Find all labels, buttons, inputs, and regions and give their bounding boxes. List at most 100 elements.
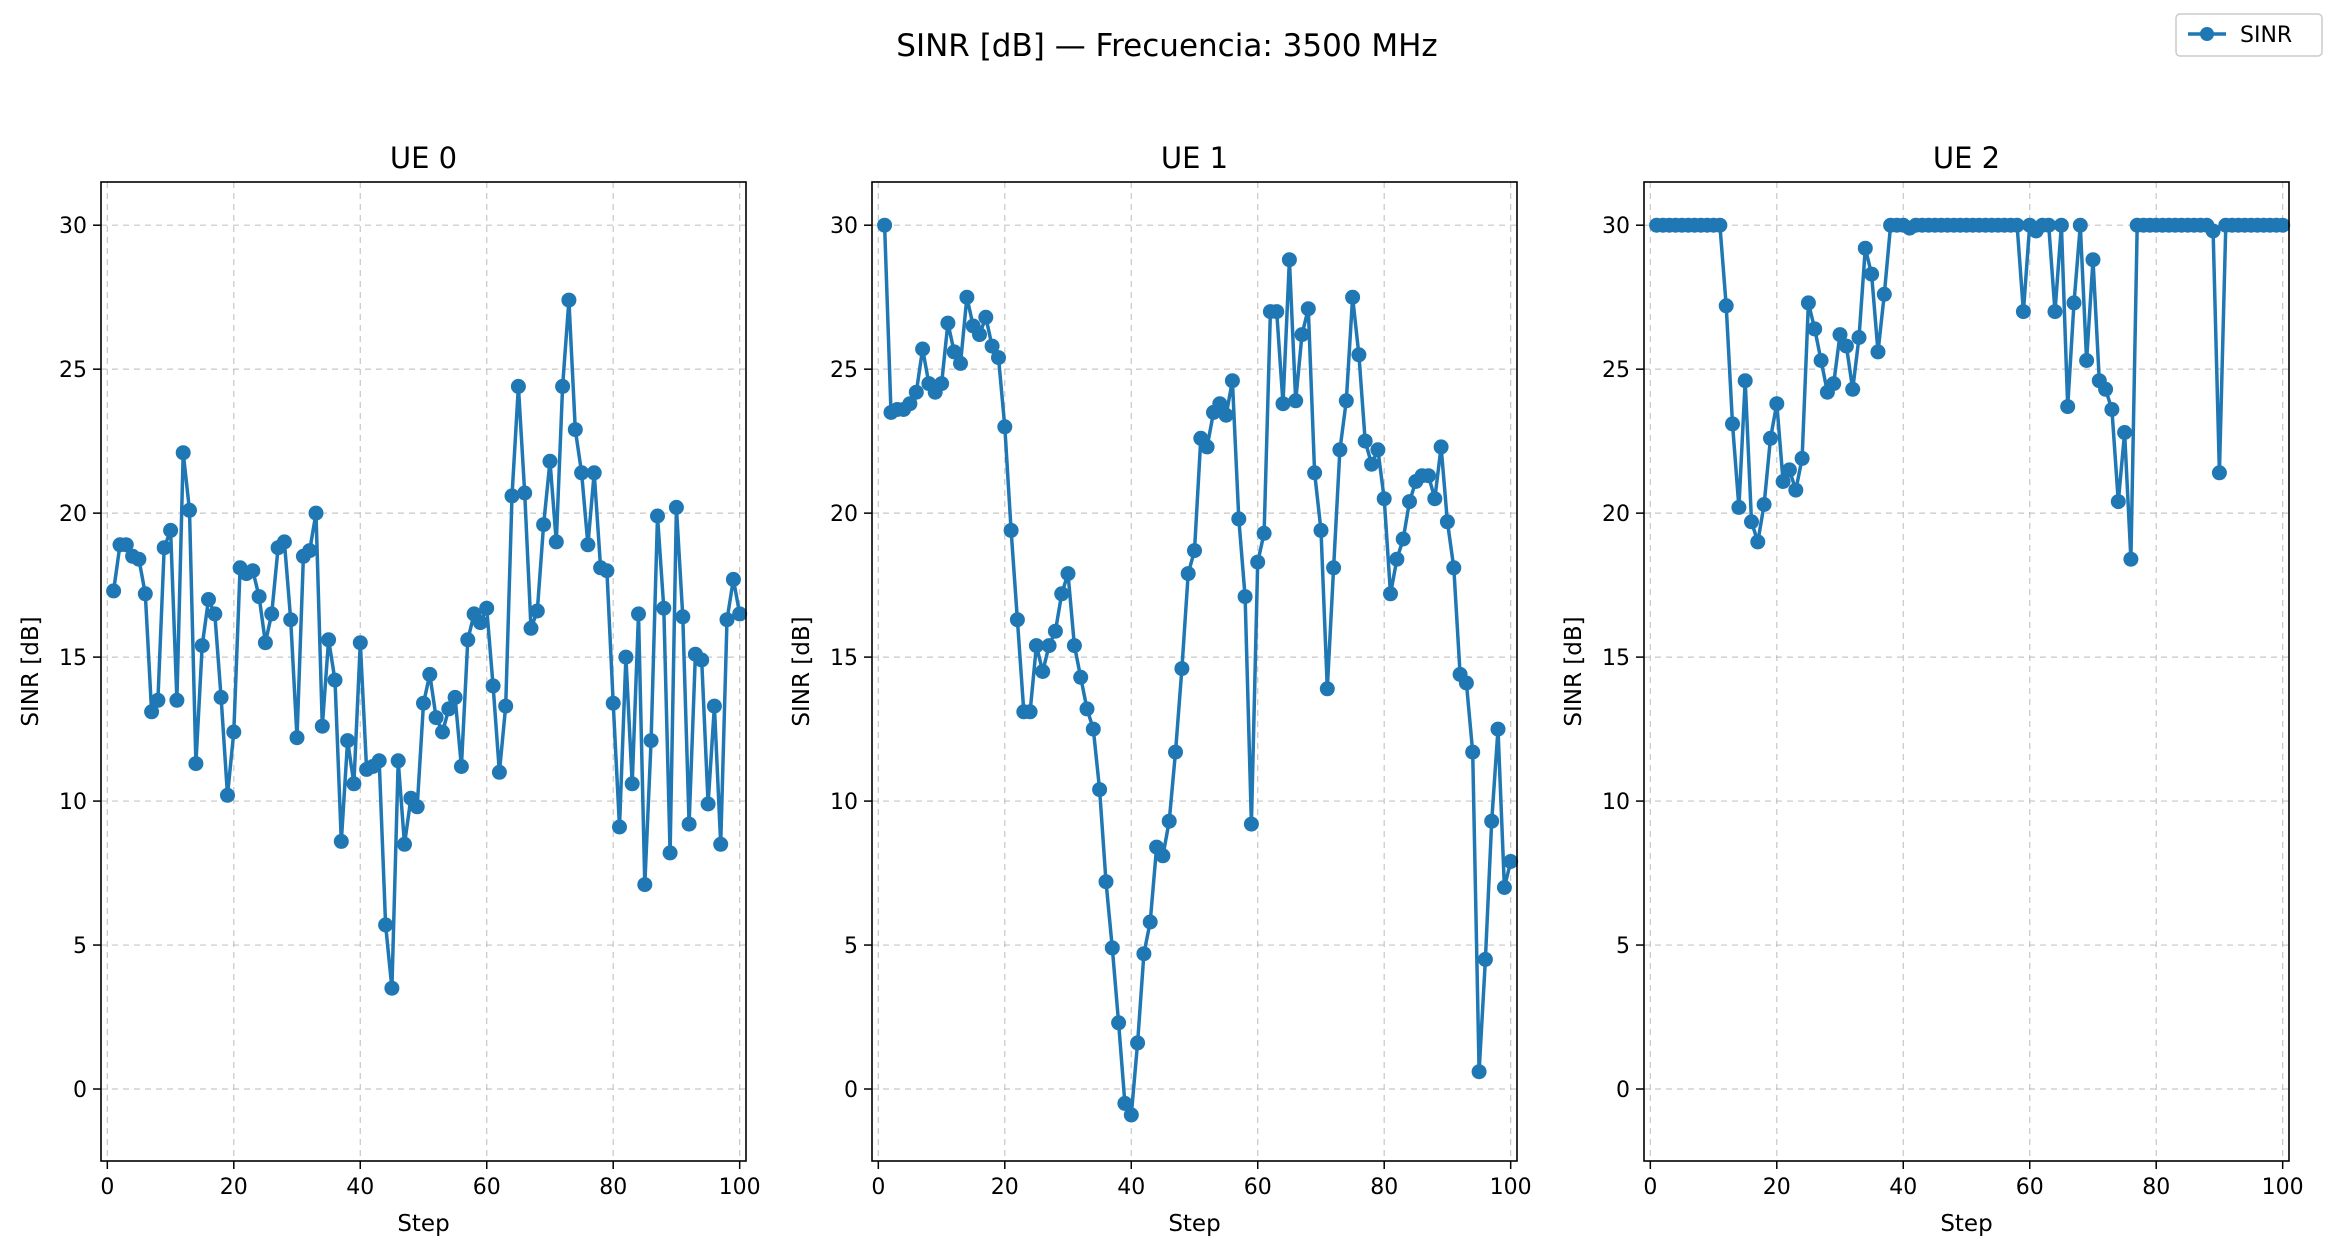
data-point xyxy=(1079,701,1095,717)
data-point xyxy=(1218,407,1234,423)
data-point xyxy=(1845,381,1861,397)
data-point xyxy=(226,724,242,740)
data-point xyxy=(1496,880,1512,895)
data-point xyxy=(1427,491,1443,507)
data-point xyxy=(428,710,444,726)
data-point xyxy=(1237,589,1253,605)
data-point xyxy=(1224,373,1240,389)
y-tick-label: 5 xyxy=(1616,934,1630,959)
data-point xyxy=(908,384,924,400)
data-point xyxy=(1446,560,1462,576)
data-point xyxy=(352,635,368,651)
data-point xyxy=(1117,1095,1133,1111)
data-point xyxy=(1136,946,1152,962)
data-point xyxy=(207,606,223,622)
data-point xyxy=(517,485,533,501)
data-point xyxy=(1345,289,1361,305)
data-point xyxy=(1376,491,1392,507)
data-point xyxy=(435,724,450,740)
data-point xyxy=(946,344,962,360)
data-point xyxy=(201,592,216,607)
x-tick-label: 100 xyxy=(1490,1175,1532,1200)
data-point xyxy=(1054,586,1070,602)
data-point xyxy=(713,836,729,852)
data-point xyxy=(156,540,172,556)
y-tick-label: 30 xyxy=(59,214,87,239)
data-point xyxy=(2060,399,2076,415)
data-point xyxy=(1439,514,1455,530)
x-tick-label: 40 xyxy=(1889,1175,1917,1200)
data-point xyxy=(1807,321,1823,337)
data-point xyxy=(1800,295,1816,311)
data-point xyxy=(194,638,210,654)
data-point xyxy=(1718,298,1734,314)
legend-frame xyxy=(2175,13,2323,57)
data-point xyxy=(1725,416,1740,432)
data-point xyxy=(1383,586,1398,602)
data-point xyxy=(1332,442,1348,458)
data-point xyxy=(264,606,280,622)
data-point xyxy=(599,563,615,579)
data-point xyxy=(1060,566,1076,582)
y-axis-label: SINR [dB] xyxy=(789,616,815,726)
data-point xyxy=(523,620,539,636)
data-point xyxy=(1870,344,1886,360)
data-point xyxy=(1484,813,1500,829)
data-point xyxy=(2117,425,2133,440)
data-point xyxy=(1433,439,1449,455)
plot-frame xyxy=(1643,181,2290,1162)
data-point xyxy=(1288,393,1304,409)
data-point xyxy=(1256,525,1272,541)
data-point xyxy=(1307,465,1323,481)
data-point xyxy=(175,445,191,461)
y-tick-label: 10 xyxy=(830,790,858,815)
x-tick-label: 80 xyxy=(599,1175,627,1200)
x-tick-label: 0 xyxy=(1643,1175,1657,1200)
data-point xyxy=(416,695,431,711)
data-point xyxy=(1421,468,1436,484)
data-point xyxy=(472,615,488,631)
data-point xyxy=(346,776,362,792)
subplot-title: UE 0 xyxy=(390,141,457,175)
data-point xyxy=(2205,223,2221,239)
data-point xyxy=(1826,376,1842,392)
data-point xyxy=(631,606,646,622)
data-point xyxy=(1775,474,1791,489)
data-point xyxy=(1111,1015,1127,1031)
data-point xyxy=(1864,266,1880,282)
data-point xyxy=(1161,813,1177,829)
y-tick-label: 25 xyxy=(830,358,858,383)
data-point xyxy=(1104,940,1120,956)
data-point xyxy=(902,396,918,412)
data-point xyxy=(656,600,672,616)
x-tick-label: 0 xyxy=(100,1175,114,1200)
data-point xyxy=(1788,482,1804,498)
y-tick-label: 5 xyxy=(844,934,858,959)
data-point xyxy=(378,917,394,933)
x-tick-label: 40 xyxy=(1117,1175,1145,1200)
data-point xyxy=(732,606,748,622)
data-point xyxy=(637,877,653,893)
data-point xyxy=(1294,327,1310,343)
data-point xyxy=(997,419,1013,435)
data-point xyxy=(991,350,1006,366)
y-tick-label: 20 xyxy=(1602,502,1630,527)
data-point xyxy=(1066,638,1082,654)
data-point xyxy=(2053,217,2069,233)
data-point xyxy=(650,508,665,524)
data-point xyxy=(1035,664,1051,679)
y-tick-label: 20 xyxy=(59,502,87,527)
x-tick-label: 0 xyxy=(871,1175,885,1200)
data-point xyxy=(1028,638,1044,654)
data-point xyxy=(1503,854,1519,869)
data-point xyxy=(915,341,931,357)
data-point xyxy=(1168,744,1183,760)
data-point xyxy=(2123,551,2139,567)
data-point xyxy=(1737,373,1753,389)
plot-frame xyxy=(871,181,1518,1162)
data-point xyxy=(1300,301,1316,317)
data-point xyxy=(1465,744,1481,760)
data-point xyxy=(390,753,406,769)
data-point xyxy=(542,453,558,469)
data-point xyxy=(1187,543,1202,559)
